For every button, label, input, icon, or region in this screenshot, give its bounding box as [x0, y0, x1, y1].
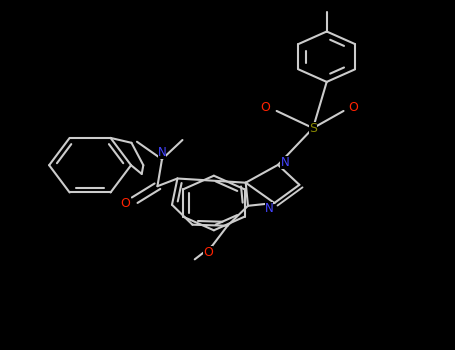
Text: N: N	[264, 202, 273, 215]
Text: S: S	[309, 121, 317, 135]
Text: O: O	[121, 197, 131, 210]
Text: N: N	[280, 155, 289, 169]
Text: O: O	[203, 246, 213, 259]
Text: N: N	[157, 146, 167, 160]
Text: O: O	[349, 101, 359, 114]
Text: O: O	[260, 101, 270, 114]
